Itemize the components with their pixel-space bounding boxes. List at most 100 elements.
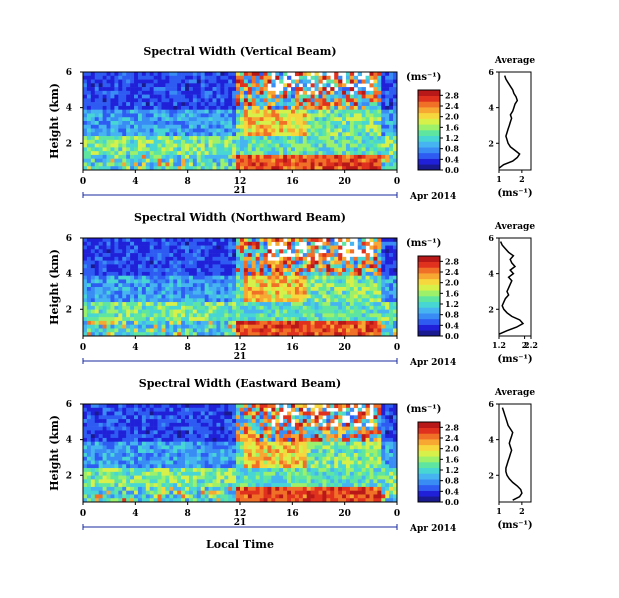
heat-cell	[185, 83, 190, 88]
heat-cell	[318, 317, 323, 322]
heat-cell	[298, 238, 304, 243]
heat-cell	[134, 87, 139, 92]
heat-cell	[200, 294, 205, 299]
heat-cell	[330, 136, 335, 141]
heat-cell	[110, 320, 115, 325]
heat-cell	[267, 290, 272, 295]
heat-cell	[365, 275, 370, 280]
heat-cell	[134, 166, 139, 171]
heat-cell	[345, 238, 351, 243]
heat-cell	[330, 268, 335, 273]
heat-cell	[177, 498, 182, 503]
heat-cell	[196, 128, 202, 133]
heat-cell	[385, 151, 390, 156]
heat-cell	[283, 279, 288, 284]
heat-cell	[271, 136, 276, 141]
heat-cell	[173, 498, 178, 503]
heat-cell	[275, 283, 280, 288]
heat-cell	[369, 83, 374, 88]
heat-cell	[137, 332, 143, 337]
heat-cell	[334, 128, 339, 133]
heat-cell	[90, 302, 96, 307]
heat-cell	[377, 94, 382, 99]
heat-cell	[173, 411, 178, 416]
heat-cell	[240, 256, 245, 261]
heat-cell	[106, 324, 111, 329]
heat-cell	[204, 90, 209, 95]
heat-cell	[228, 283, 233, 288]
heat-cell	[240, 90, 245, 95]
heat-cell	[240, 128, 245, 133]
heat-cell	[310, 98, 315, 103]
heat-cell	[161, 483, 166, 488]
heat-cell	[157, 411, 162, 416]
heat-cell	[212, 253, 217, 258]
heat-cell	[122, 279, 127, 284]
heat-cell	[385, 121, 390, 126]
heat-cell	[185, 294, 190, 299]
heat-cell	[94, 479, 99, 484]
panel-title: Spectral Width (Eastward Beam)	[139, 377, 341, 390]
heat-cell	[134, 328, 139, 333]
heat-cell	[283, 328, 288, 333]
heat-cell	[192, 313, 198, 318]
heat-cell	[200, 441, 205, 446]
heat-cell	[361, 136, 366, 141]
heat-cell	[83, 90, 88, 95]
heat-cell	[188, 271, 194, 276]
heat-cell	[177, 404, 182, 409]
heat-cell	[192, 456, 198, 461]
heat-cell	[279, 313, 284, 318]
heat-cell	[255, 238, 260, 243]
heat-cell	[149, 105, 154, 110]
heat-cell	[318, 151, 323, 156]
heat-cell	[118, 490, 123, 495]
heat-cell	[369, 113, 374, 118]
heat-cell	[204, 328, 209, 333]
heat-cell	[94, 464, 99, 469]
heat-cell	[169, 241, 174, 246]
heat-cell	[283, 128, 288, 133]
heat-cell	[145, 249, 151, 254]
heat-cell	[267, 79, 272, 84]
heat-cell	[83, 279, 88, 284]
heat-cell	[114, 102, 119, 107]
heat-cell	[279, 94, 284, 99]
heat-cell	[228, 109, 233, 114]
heat-cell	[83, 283, 88, 288]
colorbar-tick-label: 2.8	[445, 90, 459, 100]
heat-cell	[126, 464, 131, 469]
heat-cell	[137, 158, 143, 163]
heat-cell	[173, 313, 178, 318]
colorbar-tick-label: 1.6	[445, 288, 459, 298]
heat-cell	[377, 309, 382, 314]
heat-cell	[114, 468, 119, 473]
heat-cell	[114, 426, 119, 431]
heat-cell	[188, 124, 194, 129]
heat-cell	[240, 143, 245, 148]
heat-cell	[373, 94, 378, 99]
heat-cell	[126, 151, 131, 156]
heat-cell	[322, 320, 327, 325]
heat-cell	[353, 147, 359, 152]
heat-cell	[145, 283, 151, 288]
heat-cell	[94, 426, 99, 431]
heat-cell	[177, 494, 182, 499]
heat-cell	[185, 437, 190, 442]
heat-cell	[279, 260, 284, 265]
heat-cell	[192, 264, 198, 269]
heat-cell	[349, 298, 355, 303]
heat-cell	[334, 102, 339, 107]
heat-cell	[141, 121, 147, 126]
heat-cell	[212, 256, 217, 261]
heat-cell	[181, 139, 186, 144]
heat-cell	[102, 132, 107, 137]
heat-cell	[393, 109, 398, 114]
heat-cell	[130, 437, 135, 442]
heat-cell	[169, 98, 174, 103]
heat-cell	[83, 256, 88, 261]
heat-cell	[204, 264, 209, 269]
heat-cell	[381, 238, 386, 243]
heat-cell	[204, 256, 209, 261]
heat-cell	[338, 132, 343, 137]
